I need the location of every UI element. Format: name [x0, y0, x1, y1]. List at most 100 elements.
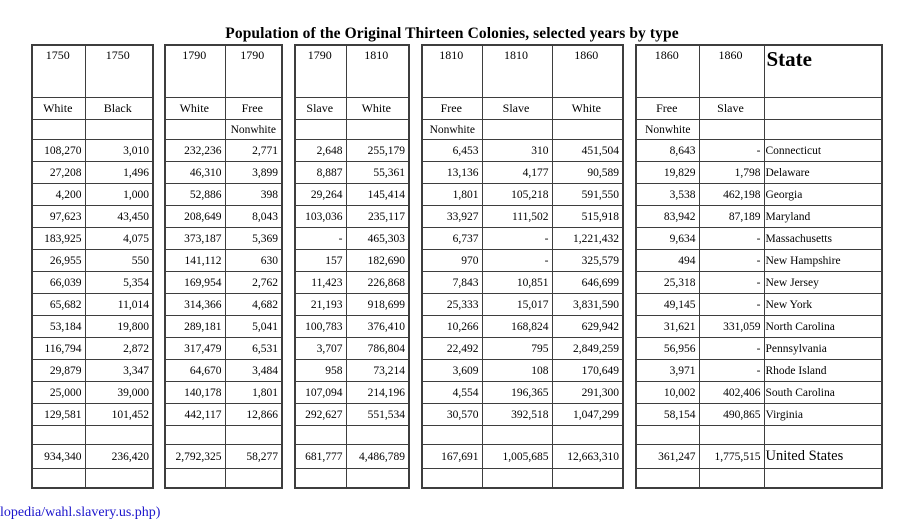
data-cell: 108 — [481, 359, 553, 382]
data-cell: 145,414 — [345, 183, 410, 206]
data-cell: 168,824 — [481, 315, 553, 338]
empty-cell — [635, 425, 700, 445]
data-cell: - — [481, 249, 553, 272]
data-cell: 53,184 — [31, 315, 86, 338]
data-cell: 83,942 — [635, 205, 700, 228]
state-column-header: State — [763, 44, 883, 98]
data-cell: 10,851 — [481, 271, 553, 294]
data-cell: 9,634 — [635, 227, 700, 250]
table-title: Population of the Original Thirteen Colo… — [225, 25, 679, 42]
data-cell: 629,942 — [551, 315, 624, 338]
empty-cell — [224, 468, 283, 489]
empty-cell — [698, 468, 765, 489]
empty-cell — [551, 425, 624, 445]
data-cell: 66,039 — [31, 271, 86, 294]
data-cell: 100,783 — [294, 315, 347, 338]
year-header-cell: 1860 — [635, 44, 700, 98]
data-cell: 101,452 — [84, 403, 154, 426]
data-cell: 291,300 — [551, 381, 624, 404]
data-cell: 3,831,590 — [551, 293, 624, 316]
data-cell: - — [698, 139, 765, 162]
data-cell: 1,047,299 — [551, 403, 624, 426]
year-header-cell: 1810 — [345, 44, 410, 98]
data-cell: 494 — [635, 249, 700, 272]
data-cell: 3,347 — [84, 359, 154, 382]
data-cell: 331,059 — [698, 315, 765, 338]
empty-cell — [763, 468, 883, 489]
data-cell: 22,492 — [421, 337, 483, 360]
data-cell: 2,849,259 — [551, 337, 624, 360]
data-cell: 1,000 — [84, 183, 154, 206]
data-cell: 4,177 — [481, 161, 553, 184]
data-cell: 235,117 — [345, 205, 410, 228]
total-cell: 12,663,310 — [551, 444, 624, 469]
total-cell: 236,420 — [84, 444, 154, 469]
data-cell: 6,453 — [421, 139, 483, 162]
year-header-cell: 1860 — [698, 44, 765, 98]
data-cell: 52,886 — [164, 183, 226, 206]
table-segment: 1790 1790 White Free Nonwhite 232,236 2,771 46,… — [164, 44, 283, 489]
data-cell: 58,154 — [635, 403, 700, 426]
data-cell: 15,017 — [481, 293, 553, 316]
data-cell: 29,264 — [294, 183, 347, 206]
data-cell: 786,804 — [345, 337, 410, 360]
data-cell: 26,955 — [31, 249, 86, 272]
data-cell: - — [698, 337, 765, 360]
year-header-cell: 1790 — [224, 44, 283, 98]
empty-cell — [635, 468, 700, 489]
data-cell: 107,094 — [294, 381, 347, 404]
empty-cell — [84, 468, 154, 489]
nonwhite-header-cell: Nonwhite — [421, 119, 483, 140]
data-cell: 5,354 — [84, 271, 154, 294]
data-cell: 170,649 — [551, 359, 624, 382]
empty-cell — [164, 425, 226, 445]
table-segment: 1750 1750 White Black 108,270 3,010 27,208 1,49… — [31, 44, 154, 489]
data-cell: 226,868 — [345, 271, 410, 294]
data-cell: 462,198 — [698, 183, 765, 206]
data-cell: 3,010 — [84, 139, 154, 162]
data-cell: - — [698, 249, 765, 272]
data-cell: 64,670 — [164, 359, 226, 382]
data-cell: 314,366 — [164, 293, 226, 316]
data-cell: 1,801 — [421, 183, 483, 206]
source-link[interactable]: lopedia/wahl.slavery.us.php) — [0, 505, 161, 520]
data-cell: 3,899 — [224, 161, 283, 184]
nonwhite-header-cell — [763, 119, 883, 140]
data-cell: 214,196 — [345, 381, 410, 404]
data-cell: 10,002 — [635, 381, 700, 404]
empty-cell — [345, 425, 410, 445]
data-cell: 1,798 — [698, 161, 765, 184]
total-label-cell: United States — [763, 444, 883, 469]
year-header-cell: 1750 — [31, 44, 86, 98]
data-cell: 630 — [224, 249, 283, 272]
nonwhite-header-cell: Nonwhite — [224, 119, 283, 140]
data-cell: 10,266 — [421, 315, 483, 338]
data-cell: 289,181 — [164, 315, 226, 338]
nonwhite-header-cell — [294, 119, 347, 140]
data-cell: 2,762 — [224, 271, 283, 294]
data-cell: 4,200 — [31, 183, 86, 206]
data-cell: - — [698, 359, 765, 382]
data-cell: 451,504 — [551, 139, 624, 162]
type-header-cell: Slave — [294, 97, 347, 120]
data-cell: 157 — [294, 249, 347, 272]
type-header-cell: Black — [84, 97, 154, 120]
data-cell: 56,956 — [635, 337, 700, 360]
state-name-cell: Connecticut — [763, 139, 883, 162]
data-cell: 1,221,432 — [551, 227, 624, 250]
nonwhite-header-cell — [551, 119, 624, 140]
data-cell: 551,534 — [345, 403, 410, 426]
data-cell: 55,361 — [345, 161, 410, 184]
state-name-cell: Georgia — [763, 183, 883, 206]
colonies-population-table: 1750 1750 White Black 108,270 3,010 27,208 1,49… — [31, 44, 883, 489]
data-cell: 1,496 — [84, 161, 154, 184]
data-cell: 116,794 — [31, 337, 86, 360]
empty-cell — [164, 468, 226, 489]
data-cell: - — [698, 271, 765, 294]
data-cell: 11,014 — [84, 293, 154, 316]
data-cell: - — [698, 293, 765, 316]
data-cell: 6,737 — [421, 227, 483, 250]
data-cell: 442,117 — [164, 403, 226, 426]
data-cell: 129,581 — [31, 403, 86, 426]
data-cell: 13,136 — [421, 161, 483, 184]
